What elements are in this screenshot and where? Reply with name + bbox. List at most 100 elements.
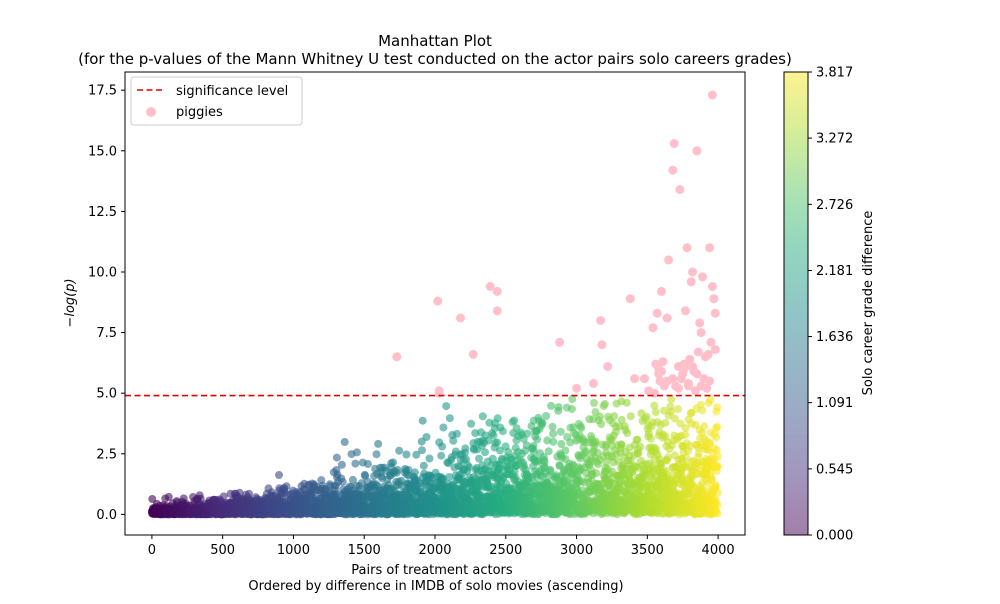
piggies-point [698, 272, 707, 282]
piggies-point [686, 277, 696, 287]
scatter-point [681, 424, 690, 432]
scatter-point [410, 468, 419, 477]
y-tick-label: 12.5 [88, 205, 117, 220]
scatter-point [713, 452, 722, 461]
scatter-point [338, 477, 347, 486]
y-tick-label: 15.0 [88, 144, 117, 159]
scatter-point [402, 450, 411, 459]
scatter-point [478, 412, 487, 421]
y-axis-label: −log(p) [63, 278, 78, 327]
scatter-point [597, 420, 606, 428]
scatter-point [581, 447, 590, 456]
piggies-point [640, 374, 649, 384]
scatter-point [351, 459, 360, 468]
scatter-point [567, 405, 576, 413]
scatter-point [711, 481, 720, 490]
colorbar-tick-label: 0.000 [816, 529, 853, 544]
scatter-point [595, 412, 604, 421]
scatter-point [646, 434, 655, 443]
piggies-point [706, 337, 716, 347]
x-tick-label: 1500 [348, 543, 381, 558]
scatter-point [439, 423, 448, 432]
scatter-point [462, 455, 471, 464]
scatter-point [340, 438, 349, 446]
scatter-point [196, 494, 205, 503]
scatter-point [713, 423, 722, 431]
piggies-point [669, 139, 679, 148]
scatter-point [713, 509, 722, 518]
colorbar-tick-label: 2.181 [816, 264, 853, 279]
scatter-point [713, 403, 722, 412]
scatter-point [713, 488, 722, 497]
scatter-point [713, 500, 722, 509]
piggies-point [674, 383, 683, 393]
scatter-point [445, 414, 454, 423]
piggies-point [658, 357, 668, 367]
scatter-point [452, 429, 461, 438]
piggies-point [492, 286, 502, 296]
scatter-point [425, 454, 434, 463]
scatter-point [546, 467, 555, 476]
x-tick-label: 0 [148, 543, 156, 558]
piggies-point [705, 376, 715, 386]
piggies-point [688, 362, 698, 371]
piggies-point [492, 306, 502, 316]
x-axis-label-line1: Pairs of treatment actors [351, 563, 513, 578]
scatter-point [634, 449, 643, 458]
piggies-point [682, 243, 692, 253]
scatter-point [682, 453, 691, 462]
scatter-point [489, 431, 498, 440]
scatter-point [592, 469, 601, 478]
scatter-point [245, 489, 253, 498]
piggies-point [707, 90, 717, 100]
piggies-point [596, 316, 606, 325]
piggies-point [685, 354, 695, 364]
piggies-point [696, 381, 706, 391]
scatter-point [617, 415, 626, 424]
piggies-point [630, 374, 640, 384]
x-tick-label: 2000 [418, 543, 451, 558]
piggies-point [603, 362, 613, 371]
scatter-point [542, 412, 551, 420]
scatter-point [626, 456, 635, 465]
scatter-point [543, 436, 552, 445]
colorbar-label: Solo career grade difference [861, 211, 876, 396]
scatter-point [493, 414, 502, 423]
scatter-point [712, 446, 721, 454]
piggies-point [710, 345, 720, 355]
scatter-point [700, 422, 709, 431]
piggies-point [688, 267, 698, 277]
scatter-point [706, 395, 715, 404]
piggies-point [696, 328, 706, 338]
scatter-point [707, 475, 716, 484]
scatter-point [275, 471, 283, 479]
scatter-point [540, 458, 549, 467]
scatter-point [363, 460, 372, 468]
scatter-point [667, 407, 675, 416]
scatter-point [438, 442, 447, 451]
scatter-point [554, 403, 563, 412]
scatter-point [235, 488, 244, 497]
scatter-point [393, 466, 402, 474]
piggies-point [675, 185, 685, 195]
scatter-point [670, 414, 679, 423]
scatter-point [547, 401, 556, 410]
legend-box [130, 76, 303, 126]
scatter-point [523, 429, 532, 438]
scatter-point [481, 448, 489, 457]
scatter-point [622, 398, 631, 407]
piggies-point [652, 308, 662, 318]
scatter-point [475, 454, 483, 463]
scatter-point [636, 442, 645, 451]
legend-piggies-swatch [146, 107, 156, 117]
piggies-point [597, 340, 607, 350]
scatter-point [617, 441, 626, 449]
colorbar-gradient [784, 72, 808, 535]
scatter-point [422, 433, 431, 441]
scatter-point [418, 446, 426, 455]
scatter-point [449, 436, 458, 445]
scatter-point [698, 406, 707, 415]
legend: significance level piggies [130, 76, 303, 126]
scatter-point [484, 436, 493, 445]
legend-significance-label: significance level [176, 84, 288, 99]
